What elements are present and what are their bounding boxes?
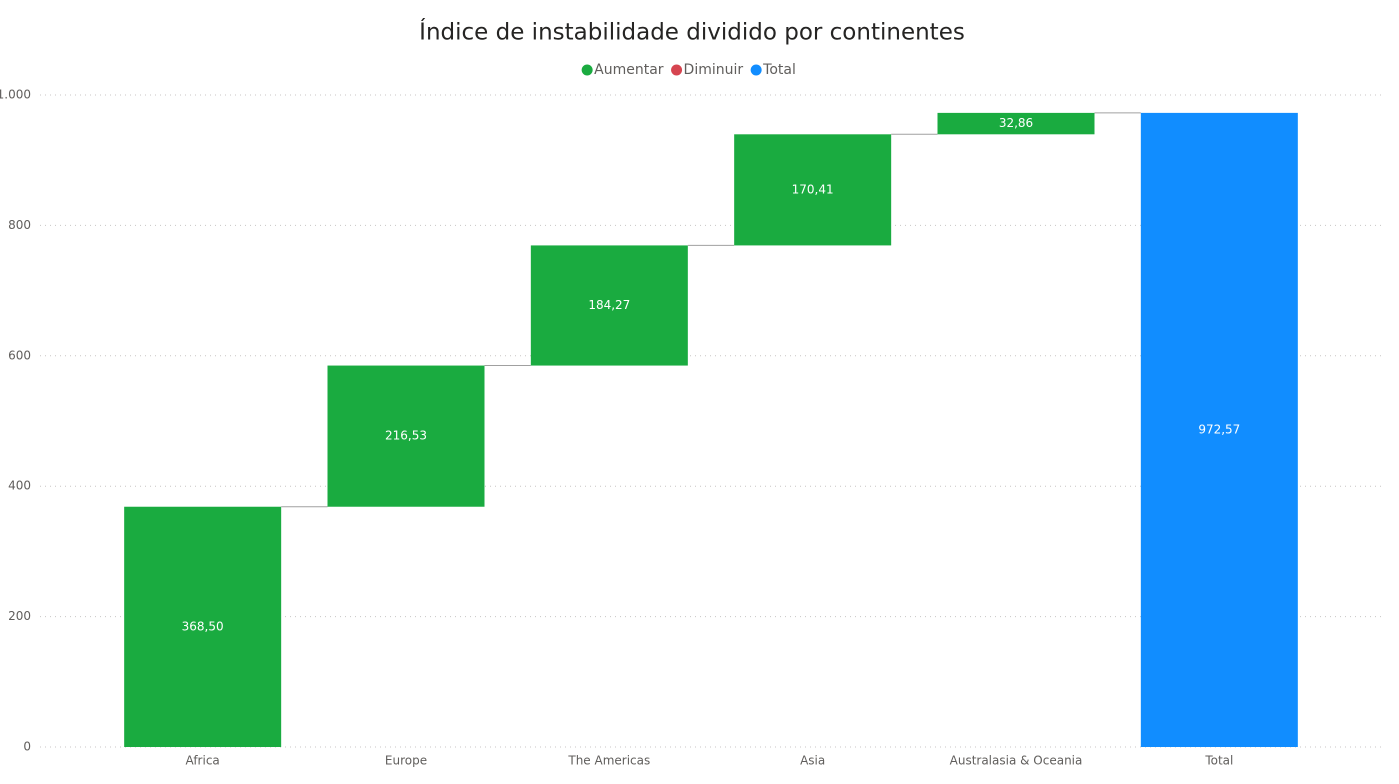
legend-marker bbox=[581, 64, 593, 76]
chart-title: Índice de instabilidade dividido por con… bbox=[419, 18, 965, 46]
bar bbox=[1140, 112, 1298, 748]
y-tick-label: 0 bbox=[23, 740, 31, 754]
bar bbox=[530, 245, 688, 366]
value-label: 32,86 bbox=[999, 116, 1033, 130]
y-tick-label: 800 bbox=[8, 218, 31, 232]
legend-label: Total bbox=[762, 62, 796, 78]
y-tick-label: 1.000 bbox=[0, 88, 31, 102]
x-tick-label: Total bbox=[1204, 754, 1233, 768]
x-tick-label: Africa bbox=[186, 754, 220, 768]
bar bbox=[937, 112, 1095, 135]
bar bbox=[734, 134, 892, 246]
y-tick-label: 600 bbox=[8, 348, 31, 362]
value-label: 184,27 bbox=[588, 298, 630, 312]
value-label: 368,50 bbox=[182, 619, 224, 633]
y-tick-label: 400 bbox=[8, 479, 31, 493]
legend-marker bbox=[750, 64, 762, 76]
x-tick-label: Europe bbox=[385, 754, 427, 768]
y-tick-label: 200 bbox=[8, 609, 31, 623]
x-tick-label: Asia bbox=[800, 754, 825, 768]
bar bbox=[327, 365, 485, 507]
x-tick-label: The Americas bbox=[567, 754, 650, 768]
x-tick-label: Australasia & Oceania bbox=[950, 754, 1083, 768]
legend-marker bbox=[671, 64, 683, 76]
legend-label: Aumentar bbox=[594, 62, 664, 78]
value-label: 972,57 bbox=[1198, 422, 1240, 436]
value-label: 170,41 bbox=[792, 182, 834, 196]
legend-label: Diminuir bbox=[684, 62, 744, 78]
bar bbox=[124, 506, 282, 747]
value-label: 216,53 bbox=[385, 429, 427, 443]
